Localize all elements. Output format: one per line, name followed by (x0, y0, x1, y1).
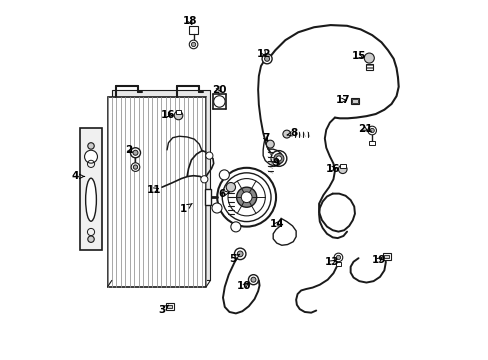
Text: 12: 12 (257, 49, 271, 59)
Circle shape (241, 192, 251, 203)
Bar (167, 305, 172, 309)
Circle shape (264, 56, 269, 61)
Circle shape (131, 163, 140, 171)
Circle shape (336, 255, 340, 260)
Circle shape (88, 236, 94, 242)
Circle shape (270, 150, 286, 166)
Circle shape (205, 152, 212, 159)
Text: 9: 9 (272, 158, 279, 168)
Text: 1: 1 (180, 203, 192, 215)
Circle shape (88, 143, 94, 149)
Circle shape (333, 253, 342, 262)
Bar (80, 128, 102, 250)
Bar (339, 163, 345, 168)
Text: 16: 16 (325, 163, 339, 174)
Circle shape (248, 275, 258, 285)
Text: 20: 20 (212, 85, 226, 95)
Circle shape (130, 148, 140, 158)
Text: 3: 3 (158, 305, 168, 315)
Text: 10: 10 (237, 281, 251, 291)
Bar (166, 303, 174, 310)
Circle shape (217, 168, 276, 226)
Bar (368, 140, 374, 145)
Circle shape (364, 53, 373, 63)
Circle shape (226, 183, 235, 192)
Bar (365, 64, 372, 69)
Circle shape (236, 187, 256, 207)
Text: 13: 13 (324, 257, 339, 267)
Circle shape (189, 40, 198, 49)
Circle shape (211, 203, 222, 213)
Circle shape (237, 251, 243, 257)
Text: 7: 7 (262, 133, 269, 143)
Circle shape (250, 277, 255, 282)
Bar (205, 189, 211, 205)
Text: 16: 16 (161, 110, 175, 120)
Circle shape (174, 111, 183, 120)
Circle shape (133, 165, 137, 169)
Bar (335, 262, 341, 266)
Bar (382, 253, 390, 260)
Circle shape (276, 156, 281, 161)
Circle shape (191, 42, 195, 46)
Bar (188, 26, 198, 34)
Circle shape (282, 130, 290, 138)
Circle shape (338, 165, 346, 174)
Text: 18: 18 (183, 16, 197, 26)
Text: 8: 8 (286, 129, 297, 138)
Text: 15: 15 (351, 51, 366, 61)
Circle shape (262, 54, 271, 64)
Bar (107, 97, 206, 287)
Text: 21: 21 (357, 124, 371, 134)
Circle shape (201, 176, 207, 183)
Circle shape (234, 248, 245, 260)
Text: 4: 4 (71, 171, 84, 181)
Circle shape (133, 150, 138, 155)
Text: 14: 14 (269, 219, 284, 229)
Text: 19: 19 (371, 255, 386, 265)
Circle shape (273, 153, 284, 163)
Bar (351, 99, 357, 103)
Ellipse shape (85, 178, 96, 221)
Text: 11: 11 (146, 185, 161, 195)
Circle shape (84, 150, 97, 163)
Text: 2: 2 (125, 144, 132, 154)
Circle shape (369, 129, 373, 133)
Bar (112, 90, 210, 280)
Circle shape (219, 170, 229, 180)
Bar (350, 98, 359, 104)
Bar (384, 255, 388, 258)
Text: 17: 17 (335, 95, 349, 105)
Circle shape (367, 126, 376, 135)
Circle shape (266, 140, 274, 148)
Circle shape (230, 222, 241, 232)
Text: 6: 6 (218, 189, 229, 199)
Text: 5: 5 (229, 254, 239, 264)
Circle shape (213, 96, 224, 107)
Bar (175, 110, 181, 114)
